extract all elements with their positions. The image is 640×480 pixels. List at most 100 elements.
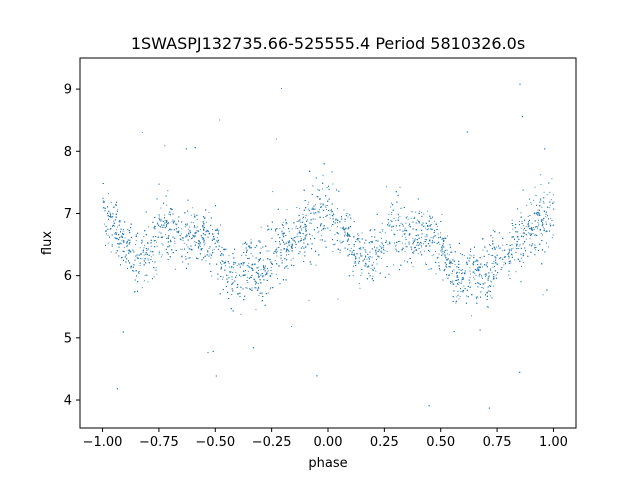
data-point: [255, 281, 257, 283]
data-point: [541, 225, 543, 227]
data-point: [164, 214, 166, 216]
data-point: [484, 282, 486, 284]
data-point: [185, 256, 187, 258]
data-point: [535, 226, 537, 228]
data-point: [227, 261, 229, 263]
data-point: [524, 219, 526, 221]
data-point: [476, 297, 477, 299]
data-point: [359, 253, 361, 255]
data-point: [232, 282, 233, 284]
data-point: [423, 250, 425, 252]
data-point: [343, 226, 344, 228]
data-point: [259, 252, 261, 254]
data-point: [469, 281, 471, 283]
data-point: [418, 235, 420, 237]
data-point: [531, 244, 533, 246]
data-point: [314, 208, 316, 210]
data-point: [365, 256, 367, 258]
data-point: [300, 225, 302, 227]
data-point: [247, 282, 249, 283]
data-point: [407, 218, 409, 220]
data-point: [199, 253, 201, 255]
data-point: [418, 210, 420, 212]
data-point: [433, 254, 435, 256]
data-point: [551, 178, 553, 180]
data-point: [531, 228, 533, 229]
data-point: [158, 218, 160, 219]
data-point: [226, 274, 227, 276]
data-point: [308, 210, 310, 212]
data-point: [126, 258, 128, 260]
data-point: [196, 257, 197, 259]
data-point: [220, 251, 221, 253]
data-point: [211, 275, 213, 277]
data-point: [515, 271, 517, 273]
data-point: [464, 270, 466, 272]
data-point: [136, 275, 137, 277]
data-point: [129, 249, 130, 251]
data-point: [482, 278, 483, 279]
data-point: [146, 249, 148, 251]
data-point: [492, 243, 494, 245]
data-point: [508, 248, 510, 250]
data-point: [432, 240, 433, 242]
data-point: [212, 229, 214, 230]
data-point: [375, 252, 377, 253]
data-point: [463, 254, 465, 256]
data-point: [181, 255, 183, 257]
data-point: [212, 252, 214, 253]
data-point: [539, 201, 541, 203]
data-point: [220, 268, 222, 270]
data-point: [160, 207, 162, 209]
data-point: [247, 258, 249, 259]
data-point: [481, 266, 483, 268]
data-point: [517, 258, 519, 260]
data-point: [411, 262, 412, 264]
data-point: [395, 244, 397, 246]
data-point: [156, 245, 158, 247]
data-point: [289, 241, 290, 243]
data-point: [222, 278, 224, 280]
data-point: [194, 216, 196, 218]
data-point: [416, 239, 418, 241]
data-point: [518, 238, 520, 240]
data-point: [181, 256, 183, 258]
data-point: [443, 270, 445, 272]
data-point: [524, 227, 525, 229]
data-point: [478, 283, 480, 284]
data-point: [270, 270, 272, 271]
data-point: [129, 232, 131, 234]
data-point: [282, 221, 284, 223]
data-point: [425, 222, 427, 224]
data-point: [225, 248, 227, 250]
data-point: [490, 254, 492, 256]
data-point: [281, 262, 283, 264]
data-point: [358, 235, 360, 237]
data-point: [207, 352, 209, 353]
data-point: [130, 223, 132, 225]
data-point: [538, 209, 540, 211]
data-point: [456, 275, 458, 277]
data-point: [303, 247, 305, 249]
data-point: [192, 222, 194, 224]
data-point: [443, 240, 445, 242]
data-point: [537, 227, 538, 229]
data-point: [390, 214, 392, 215]
data-point: [545, 211, 547, 213]
data-point: [240, 263, 242, 265]
data-point: [332, 239, 333, 241]
data-point: [375, 270, 377, 272]
data-point: [325, 215, 327, 217]
data-point: [158, 253, 160, 255]
data-point: [428, 249, 430, 251]
data-point: [261, 300, 263, 302]
data-point: [331, 211, 333, 213]
data-point: [371, 236, 373, 237]
data-point: [180, 238, 181, 240]
data-point: [291, 245, 293, 247]
data-point: [177, 227, 179, 228]
data-point: [167, 246, 169, 248]
data-point: [187, 257, 189, 259]
data-point: [134, 291, 136, 293]
data-point: [304, 226, 306, 228]
